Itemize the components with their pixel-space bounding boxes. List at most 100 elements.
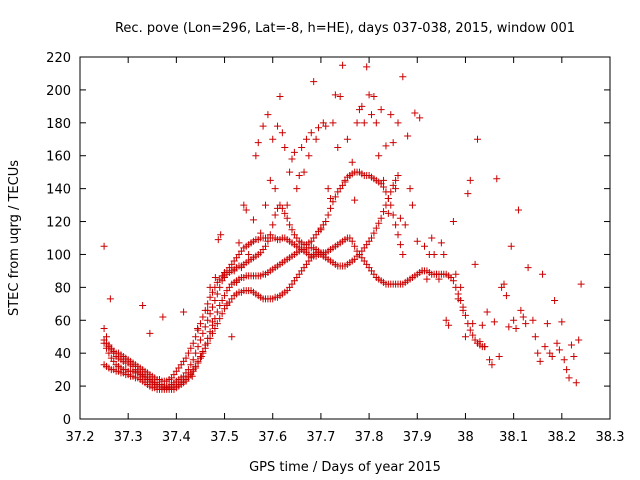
data-point — [370, 92, 378, 100]
x-tick-label: 37.9 — [403, 430, 432, 445]
x-tick-label: 37.6 — [258, 430, 287, 445]
data-point — [430, 250, 438, 258]
data-point — [471, 260, 479, 268]
data-point — [288, 155, 296, 163]
x-axis-ticks: 37.2 37.3 37.4 37.5 37.6 37.7 37.8 37.9 38 38.1 38… — [66, 57, 625, 445]
data-point — [298, 144, 306, 151]
data-point — [288, 226, 296, 234]
data-point — [204, 300, 212, 308]
data-point — [218, 297, 226, 305]
data-point — [293, 185, 301, 193]
data-point — [570, 352, 578, 360]
data-point — [382, 201, 390, 209]
data-point — [182, 354, 190, 362]
data-point — [423, 275, 431, 283]
x-axis-label: GPS time / Days of year 2015 — [249, 460, 441, 475]
data-point — [322, 122, 330, 130]
data-point — [560, 356, 568, 364]
data-point — [348, 158, 356, 166]
data-point — [192, 333, 200, 341]
data-point — [180, 308, 188, 316]
data-point — [394, 119, 402, 127]
data-point — [249, 216, 257, 224]
data-point — [213, 290, 221, 298]
data-point — [539, 270, 547, 278]
data-point — [228, 333, 236, 341]
data-point — [396, 214, 404, 222]
data-point — [372, 119, 380, 127]
y-axis-ticks: 0 20 40 60 80 100 120 140 160 180 200 220 — [46, 51, 610, 428]
data-point — [217, 231, 225, 239]
data-point — [454, 290, 462, 298]
data-point — [464, 320, 472, 328]
y-tick-label: 0 — [63, 413, 71, 428]
x-tick-label: 38.3 — [596, 430, 625, 445]
plot-frame — [79, 56, 611, 420]
data-point — [274, 122, 282, 130]
data-point — [269, 135, 277, 143]
data-point — [478, 321, 486, 329]
y-tick-label: 120 — [46, 216, 71, 231]
data-point — [286, 221, 294, 229]
data-point — [384, 195, 392, 203]
data-point — [481, 343, 489, 351]
data-point — [488, 361, 496, 369]
data-point — [192, 349, 200, 357]
data-point — [392, 176, 400, 184]
data-point — [536, 357, 544, 365]
data-point — [452, 270, 460, 278]
data-point — [553, 339, 561, 347]
x-tick-label: 37.2 — [66, 430, 95, 445]
data-point — [452, 283, 460, 291]
data-point — [283, 201, 291, 209]
data-point — [464, 190, 472, 198]
data-point — [139, 301, 147, 309]
data-point — [502, 292, 510, 300]
data-point — [445, 321, 453, 329]
data-point — [264, 111, 272, 119]
data-point — [389, 139, 397, 147]
data-point — [211, 297, 219, 305]
data-point — [334, 144, 342, 151]
data-point — [187, 344, 195, 352]
data-point — [392, 221, 400, 229]
data-point — [196, 336, 204, 344]
data-point — [204, 334, 212, 342]
data-point — [100, 339, 108, 347]
data-point — [558, 318, 566, 326]
x-tick-label: 37.4 — [162, 430, 191, 445]
data-point — [192, 362, 200, 370]
y-tick-label: 180 — [46, 117, 71, 132]
data-point — [428, 234, 436, 242]
data-point — [254, 139, 262, 147]
data-point — [211, 273, 219, 281]
data-point — [459, 303, 467, 311]
data-point — [259, 122, 267, 130]
y-tick-label: 200 — [46, 84, 71, 99]
data-point — [302, 135, 310, 143]
data-point — [575, 336, 583, 344]
data-point — [213, 308, 221, 316]
data-point — [517, 306, 525, 314]
data-point — [495, 352, 503, 360]
data-point — [281, 144, 289, 151]
data-point — [194, 343, 202, 351]
data-point — [567, 341, 575, 349]
data-point — [507, 242, 515, 250]
data-point — [201, 323, 209, 331]
data-point — [510, 316, 518, 324]
data-point — [353, 119, 361, 127]
data-point — [201, 341, 209, 349]
data-point — [449, 218, 457, 226]
x-tick-label: 38 — [457, 430, 474, 445]
data-point — [209, 303, 216, 311]
data-point — [235, 239, 243, 247]
y-tick-label: 160 — [46, 150, 71, 165]
data-point — [199, 348, 207, 356]
data-point — [555, 346, 563, 354]
data-point — [394, 231, 402, 239]
data-point — [278, 129, 286, 137]
data-point — [387, 188, 395, 196]
data-point — [106, 295, 114, 303]
data-point — [307, 129, 315, 137]
